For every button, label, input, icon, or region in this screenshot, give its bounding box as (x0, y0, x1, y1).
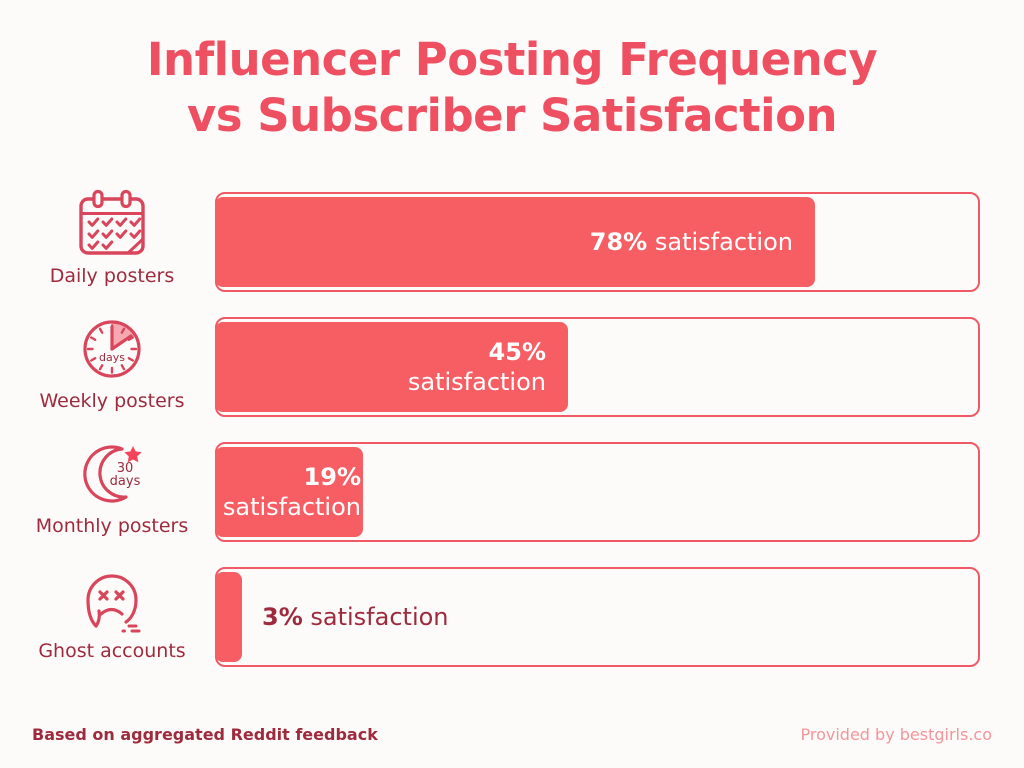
bar-fill-weekly-posters (215, 322, 568, 412)
row-side-ghost-accounts: Ghost accounts (14, 561, 210, 671)
title-line-2: vs Subscriber Satisfaction (186, 89, 838, 142)
row-side-daily-posters: Daily posters (14, 186, 210, 296)
page-title: Influencer Posting Frequency vs Subscrib… (0, 32, 1024, 144)
chart-row-daily-posters: Daily posters 78% satisfaction (0, 186, 1024, 296)
footer-provider-note: Provided by bestgirls.co (800, 725, 993, 744)
calendar-check-icon (70, 186, 154, 262)
row-side-monthly-posters: 30 days Monthly posters (14, 436, 210, 546)
row-label-weekly-posters: Weekly posters (39, 390, 185, 412)
moon-icon-text-line1: 30 (117, 461, 134, 476)
footer: Based on aggregated Reddit feedback Prov… (0, 722, 1024, 748)
chart-row-weekly-posters: days Weekly posters 45% satisfaction (0, 311, 1024, 421)
row-side-weekly-posters: days Weekly posters (14, 311, 210, 421)
title-line-1: Influencer Posting Frequency (146, 33, 878, 86)
row-label-daily-posters: Daily posters (49, 265, 175, 287)
row-label-monthly-posters: Monthly posters (35, 515, 189, 537)
moon-icon-text-line2: days (110, 474, 141, 489)
footer-source-note: Based on aggregated Reddit feedback (32, 725, 378, 744)
bar-fill-daily-posters (215, 197, 815, 287)
chart-row-ghost-accounts: Ghost accounts 3% satisfaction (0, 561, 1024, 671)
clock-days-icon: days (70, 311, 154, 387)
ghost-sad-icon (70, 561, 154, 637)
row-label-ghost-accounts: Ghost accounts (38, 640, 186, 662)
bar-chart: Daily posters 78% satisfaction (0, 186, 1024, 686)
moon-30-days-icon: 30 days (70, 436, 154, 512)
bar-track-ghost-accounts (215, 567, 980, 667)
clock-icon-text: days (99, 351, 125, 364)
chart-row-monthly-posters: 30 days Monthly posters 19% satisfaction (0, 436, 1024, 546)
bar-fill-monthly-posters (215, 447, 363, 537)
bar-fill-ghost-accounts (215, 572, 242, 662)
